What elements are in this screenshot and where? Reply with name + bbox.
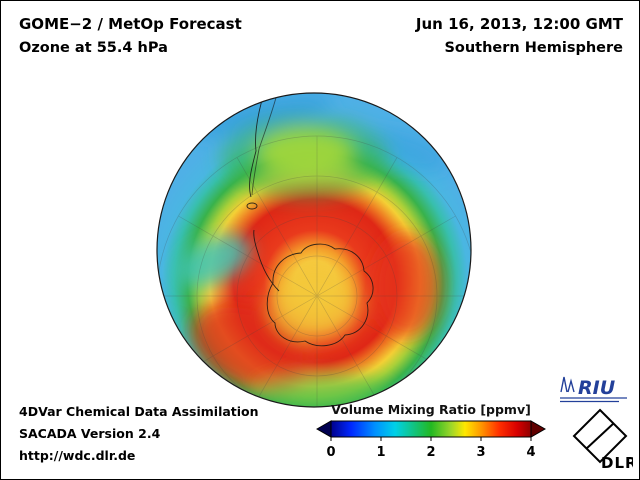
- colorbar-left-arrow: [316, 420, 332, 438]
- globe-outline: [156, 92, 472, 408]
- tick-label-1: 1: [376, 445, 385, 460]
- globe-map: [155, 91, 473, 409]
- tick-label-0: 0: [326, 445, 335, 460]
- colorbar-right-arrow: [530, 420, 546, 438]
- tick-label-3: 3: [476, 445, 485, 460]
- product-title: GOME−2 / MetOp Forecast: [19, 15, 242, 33]
- colorbar-title: Volume Mixing Ratio [ppmv]: [331, 402, 531, 417]
- riu-cathedral-icon: [560, 376, 575, 393]
- dlr-swoosh-icon: [585, 422, 615, 450]
- globe-svg: [156, 92, 472, 408]
- version-label: SACADA Version 2.4: [19, 426, 161, 441]
- colorbar: 0 1 2 3 4: [316, 420, 546, 460]
- assimilation-credit: 4DVar Chemical Data Assimilation: [19, 404, 259, 419]
- dlr-wordmark: DLR: [601, 454, 633, 471]
- ozone-field: [157, 93, 471, 407]
- hemisphere-label: Southern Hemisphere: [444, 40, 623, 56]
- datetime-label: Jun 16, 2013, 12:00 GMT: [415, 15, 623, 33]
- tick-label-2: 2: [426, 445, 435, 460]
- riu-logo: RIU: [560, 376, 627, 403]
- dlr-diamond-icon: [572, 408, 628, 464]
- header-left: GOME−2 / MetOp Forecast Ozone at 55.4 hP…: [19, 12, 242, 60]
- level-subtitle: Ozone at 55.4 hPa: [19, 40, 168, 56]
- dlr-logo: DLR: [572, 408, 633, 471]
- colorbar-gradient: [330, 420, 532, 438]
- tick-label-4: 4: [526, 445, 535, 460]
- riu-underline: [560, 397, 627, 403]
- field-anomalies: [175, 93, 449, 407]
- riu-wordmark: RIU: [578, 377, 616, 399]
- header-right: Jun 16, 2013, 12:00 GMT Southern Hemisph…: [416, 12, 623, 60]
- colorbar-ticks: [330, 437, 532, 441]
- data-center-url: http://wdc.dlr.de: [19, 448, 136, 463]
